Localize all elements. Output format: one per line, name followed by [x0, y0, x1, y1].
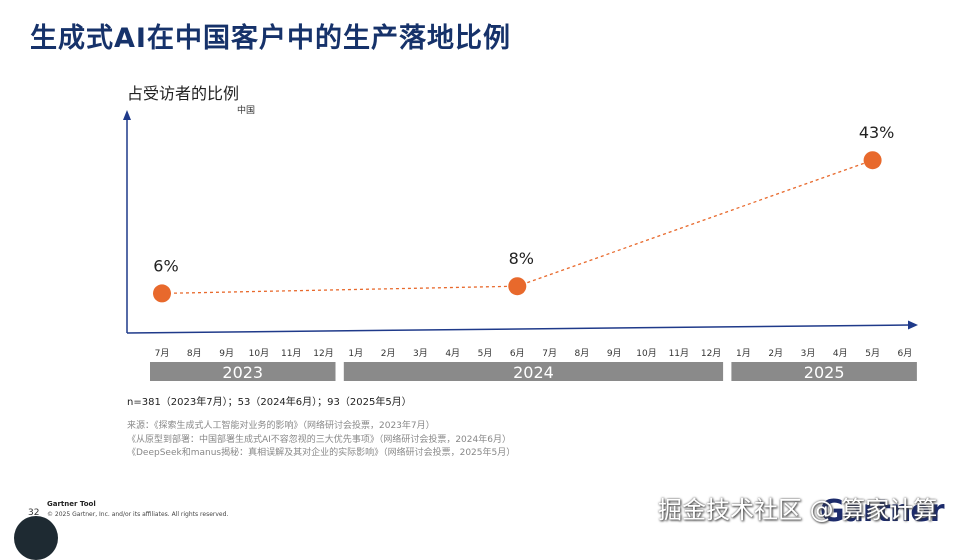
x-tick-label: 8月 — [187, 348, 202, 359]
x-tick-label: 12月 — [313, 348, 333, 359]
year-band — [343, 362, 724, 381]
year-label: 2024 — [513, 363, 554, 382]
footer-brand: Gartner Tool — [47, 500, 96, 508]
year-label: 2023 — [222, 363, 263, 382]
x-tick-label: 11月 — [281, 348, 301, 359]
region-label: 中国 — [237, 106, 256, 116]
data-point — [508, 277, 527, 296]
data-label: 43% — [859, 123, 895, 142]
x-tick-label: 12月 — [701, 348, 721, 359]
sample-size-note: n=381（2023年7月）；53（2024年6月）；93（2025年5月） — [127, 397, 412, 408]
data-label: 8% — [509, 249, 534, 268]
year-label: 2025 — [804, 363, 845, 382]
x-tick-label: 5月 — [478, 348, 493, 359]
watermark-text: 掘金技术社区 @ 算家计算 — [658, 496, 938, 524]
series-line — [161, 159, 873, 295]
x-tick-label: 7月 — [542, 348, 557, 359]
page-title: 生成式AI在中国客户中的生产落地比例 — [30, 23, 511, 54]
x-tick-label: 5月 — [865, 348, 880, 359]
source-line: 《从原型到部署：中国部署生成式AI不容忽视的三大优先事项》（网络研讨会投票，20… — [127, 434, 511, 445]
x-tick-label: 1月 — [348, 348, 363, 359]
x-tick-label: 4月 — [445, 348, 460, 359]
x-tick-label: 9月 — [607, 348, 622, 359]
y-axis-label: 占受访者的比例 — [127, 84, 240, 103]
data-point — [863, 151, 882, 170]
source-line: 《DeepSeek和manus揭秘：真相误解及其对企业的实际影响》（网络研讨会投… — [127, 448, 516, 458]
year-band — [731, 362, 917, 381]
data-point — [153, 284, 171, 303]
year-bands: 2023 2024 2025 — [150, 362, 917, 382]
x-axis-arrow — [908, 320, 918, 330]
data-label: 6% — [153, 256, 178, 275]
x-tick-label: 6月 — [898, 348, 913, 359]
line-chart: 7月 8月 9月 10月 11月 12月 1月 2月 3月 4月 5月 6月 7月 8月 9月 10月 11月 1… — [123, 110, 918, 382]
page-number: 32 — [28, 508, 40, 518]
month-labels: 7月 8月 9月 10月 11月 12月 1月 2月 3月 4月 5月 6月 7月 8月 9月 10月 11月 1… — [155, 348, 913, 359]
chart-series: 6% 8% 43% — [153, 123, 895, 303]
corner-badge-icon — [14, 516, 58, 560]
x-tick-label: 7月 — [155, 348, 170, 359]
x-tick-label: 10月 — [249, 348, 269, 359]
x-tick-label: 3月 — [413, 348, 428, 359]
x-tick-label: 2月 — [768, 348, 783, 359]
y-axis-arrow — [123, 110, 131, 120]
x-tick-label: 8月 — [575, 348, 590, 359]
x-tick-label: 11月 — [669, 348, 689, 359]
x-tick-label: 4月 — [833, 348, 848, 359]
year-band — [150, 362, 336, 381]
chart-axes — [123, 110, 918, 334]
x-tick-label: 9月 — [219, 348, 234, 359]
sources-block: 来源：《探索生成式人工智能对业务的影响》（网络研讨会投票，2023年7月） 《从… — [127, 420, 515, 461]
x-tick-label: 3月 — [801, 348, 816, 359]
x-axis-line — [126, 324, 911, 334]
gartner-logo: Gartner — [820, 494, 945, 529]
x-tick-label: 6月 — [510, 348, 525, 359]
copyright-text: © 2025 Gartner, Inc. and/or its affiliat… — [47, 511, 229, 518]
x-tick-label: 1月 — [736, 348, 751, 359]
source-line: 来源：《探索生成式人工智能对业务的影响》（网络研讨会投票，2023年7月） — [127, 421, 435, 431]
x-tick-label: 10月 — [636, 348, 656, 359]
x-tick-label: 2月 — [381, 348, 396, 359]
